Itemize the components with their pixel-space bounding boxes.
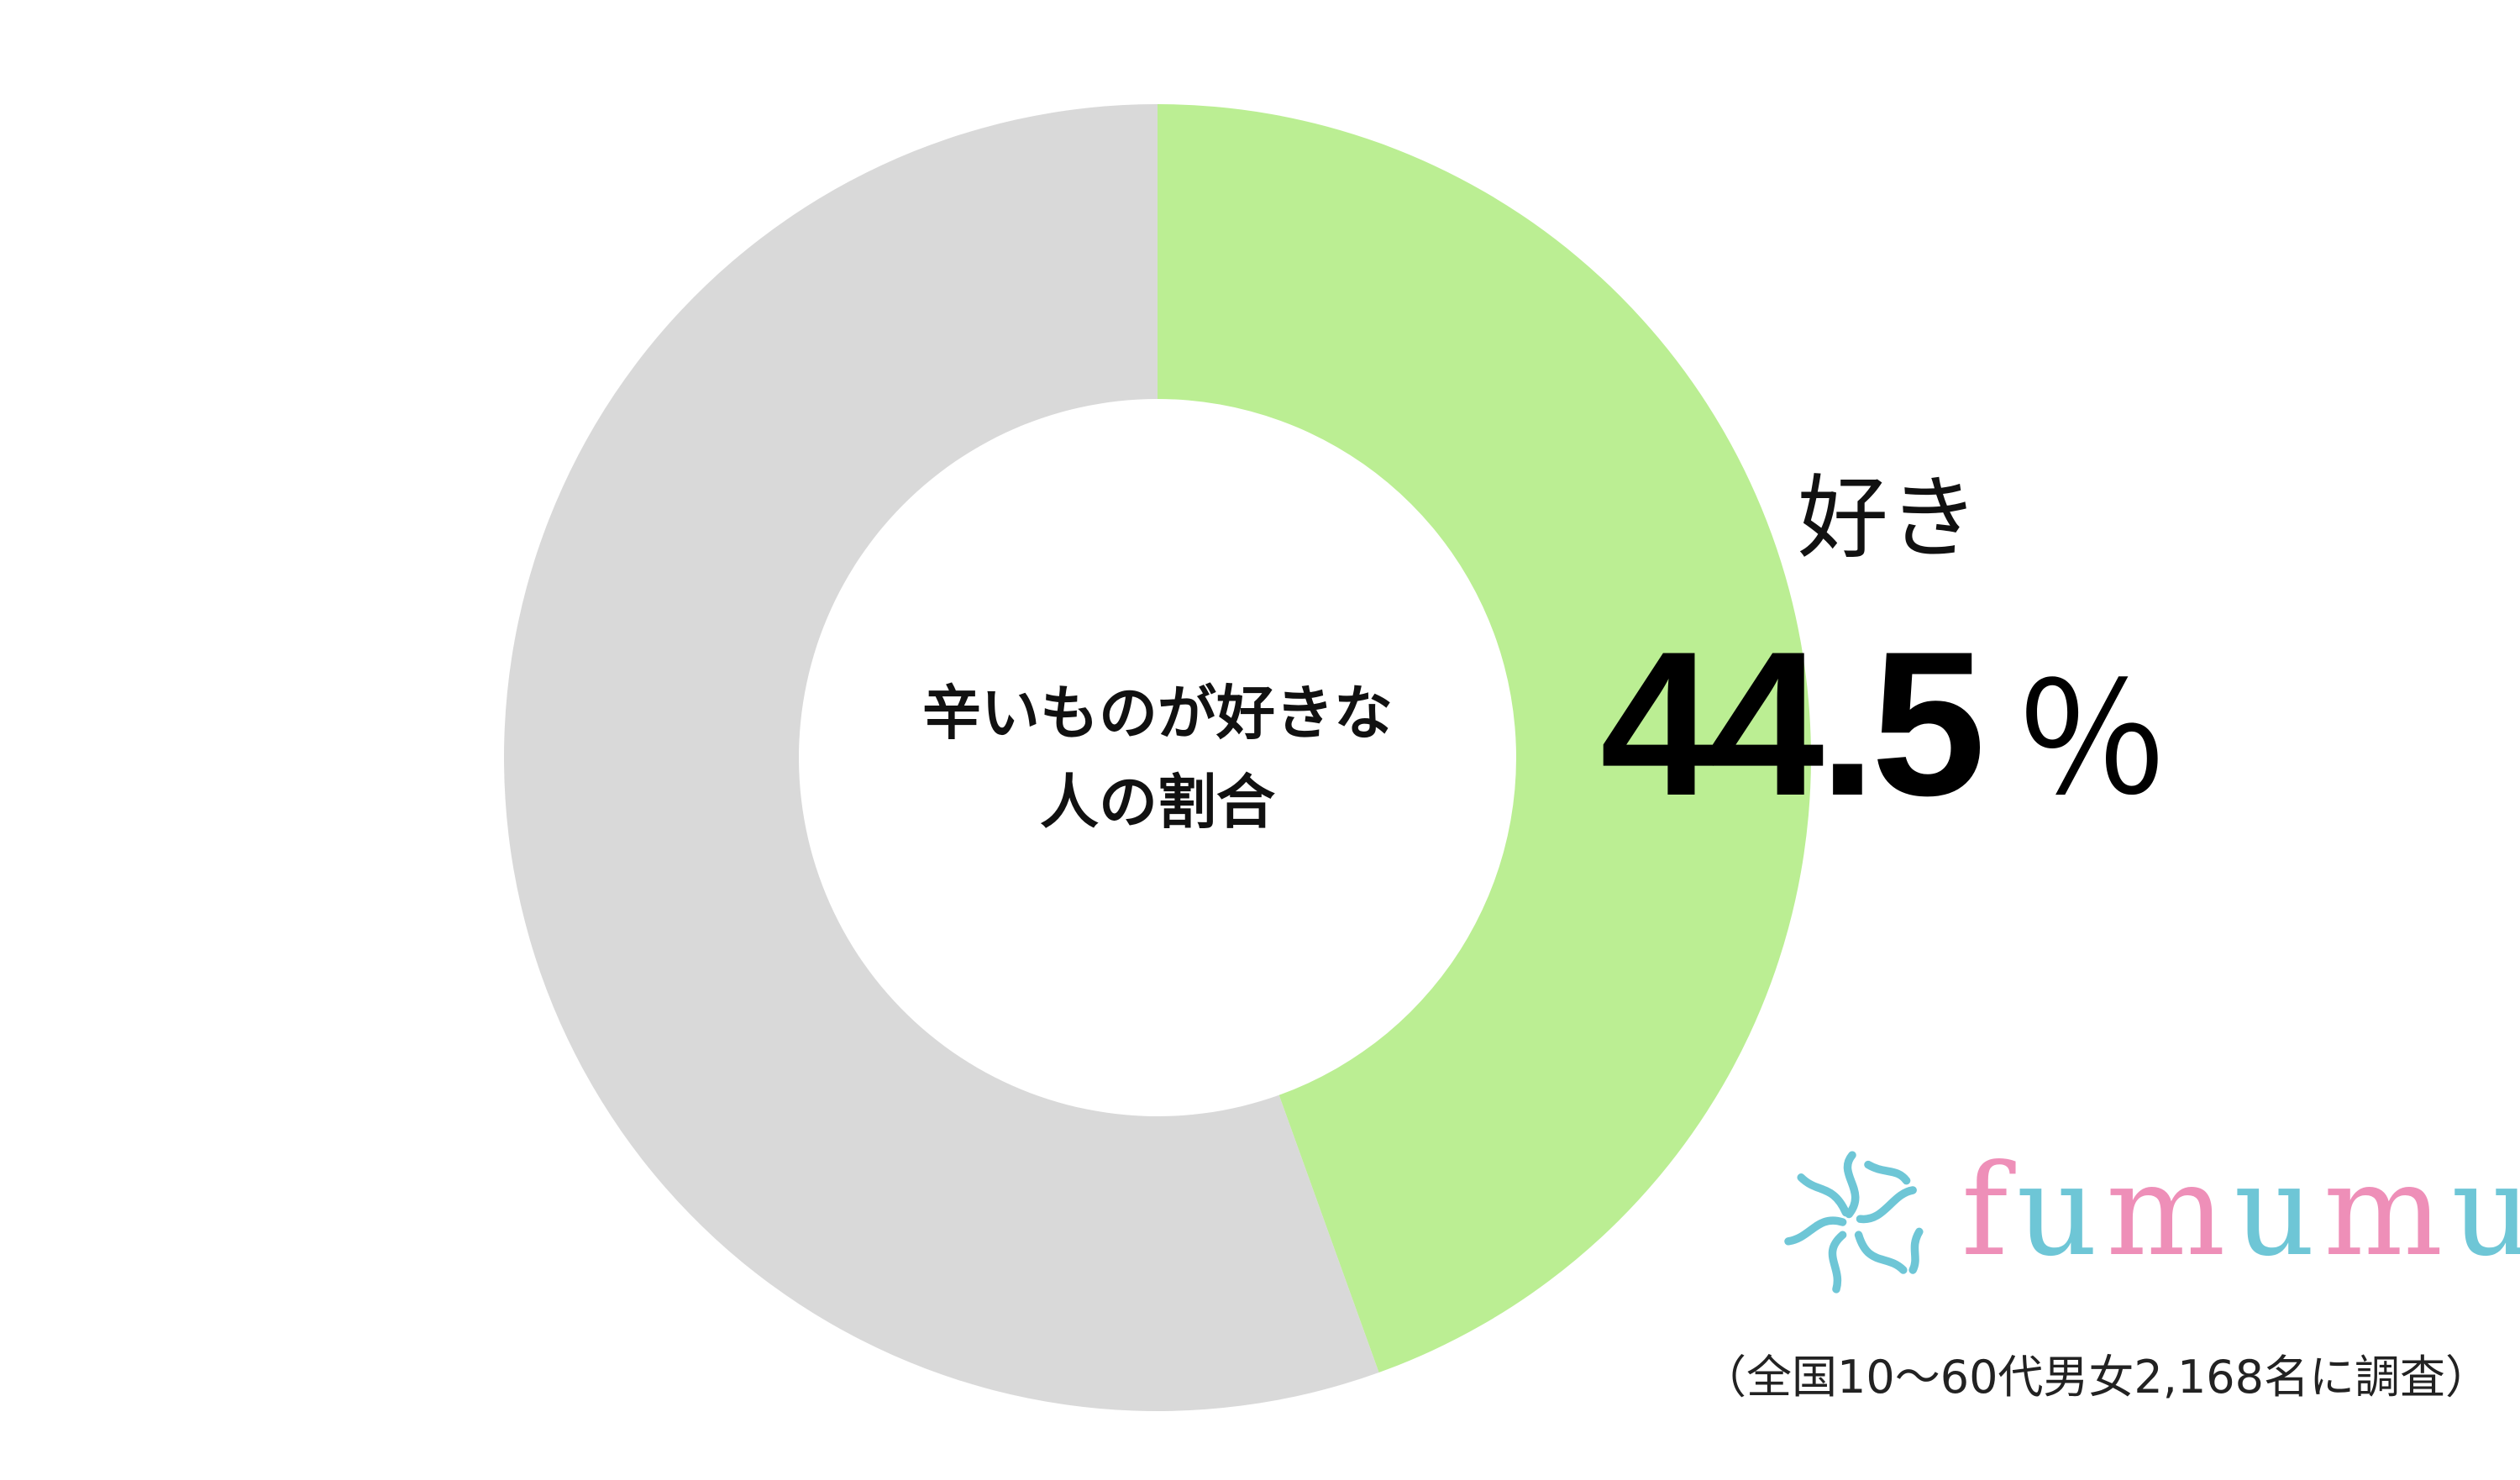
center-label-line-1: 辛いものが好きな <box>922 679 1393 748</box>
brand-wordmark: fumumu <box>1961 1138 2520 1284</box>
value-unit: ％ <box>2013 650 2170 832</box>
slice-value-like: 44.5 ％ <box>1600 605 2170 842</box>
brand-letter: u <box>2451 1138 2520 1284</box>
donut-slice-0 <box>1158 104 1811 1373</box>
donut-center-label: 辛いものが好きな 人の割合 <box>922 669 1393 847</box>
brand-letter: f <box>1961 1138 2017 1284</box>
brand-letter: u <box>2016 1138 2107 1284</box>
fumumu-logo-icon <box>1784 1151 1924 1294</box>
center-label-line-2: 人の割合 <box>1040 768 1275 837</box>
donut-slice-1 <box>503 104 1379 1412</box>
value-number: 44.5 <box>1600 608 1986 838</box>
brand-letter: m <box>2323 1138 2452 1284</box>
brand-letter: m <box>2106 1138 2234 1284</box>
survey-note: （全国10～60代男女2,168名に調査） <box>1701 1351 2491 1404</box>
brand-letter: u <box>2234 1138 2323 1284</box>
slice-label-like: 好き <box>1798 466 1980 571</box>
brand-name: fumumu <box>1961 1138 2520 1284</box>
